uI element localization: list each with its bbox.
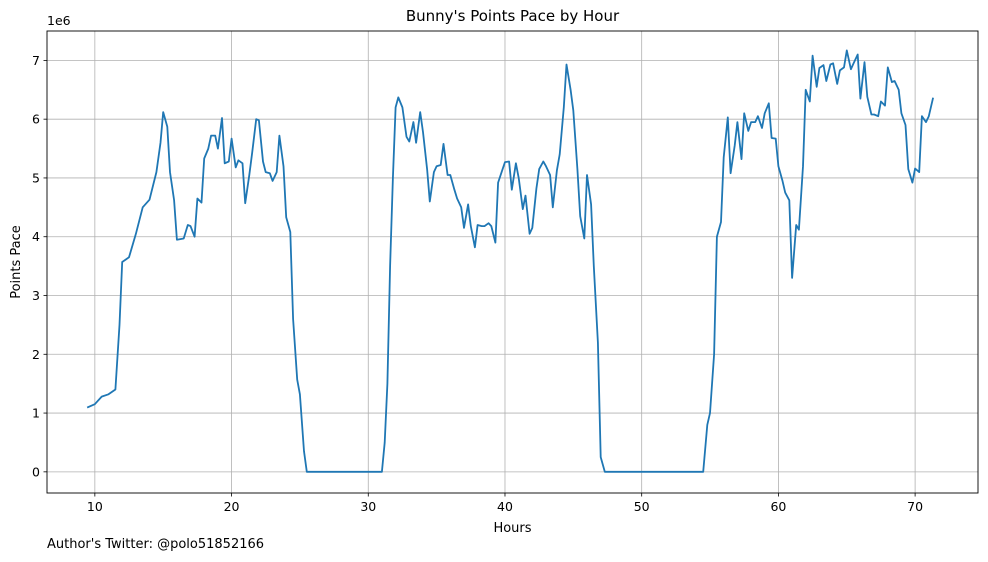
y-tick-label: 4 bbox=[32, 229, 40, 244]
x-tick-label: 10 bbox=[87, 499, 103, 514]
x-axis-label: Hours bbox=[493, 521, 531, 536]
y-tick-label: 7 bbox=[32, 53, 40, 68]
x-tick-label: 40 bbox=[497, 499, 513, 514]
y-tick-label: 0 bbox=[32, 464, 40, 479]
y-offset-label: 1e6 bbox=[47, 13, 71, 28]
series-line-0 bbox=[86, 49, 934, 473]
x-tick-label: 50 bbox=[634, 499, 650, 514]
y-tick-label: 2 bbox=[32, 347, 40, 362]
y-tick-label: 1 bbox=[32, 406, 40, 421]
x-tick-label: 70 bbox=[907, 499, 923, 514]
plot-frame bbox=[46, 30, 979, 494]
axis-ticks: 10 20 30 40 50 60 70 0 1 2 3 4 5 6 7 bbox=[32, 53, 923, 514]
x-tick-label: 20 bbox=[224, 499, 240, 514]
x-tick-label: 60 bbox=[770, 499, 786, 514]
grid-lines bbox=[47, 31, 978, 493]
y-tick-label: 5 bbox=[32, 170, 40, 185]
author-footnote: Author's Twitter: @polo51852166 bbox=[47, 537, 265, 552]
y-tick-label: 3 bbox=[32, 288, 40, 303]
x-tick-label: 30 bbox=[360, 499, 376, 514]
chart-title: Bunny's Points Pace by Hour bbox=[406, 7, 620, 25]
y-axis-label: Points Pace bbox=[9, 225, 24, 299]
series-layer bbox=[86, 49, 934, 473]
y-tick-label: 6 bbox=[32, 112, 40, 127]
